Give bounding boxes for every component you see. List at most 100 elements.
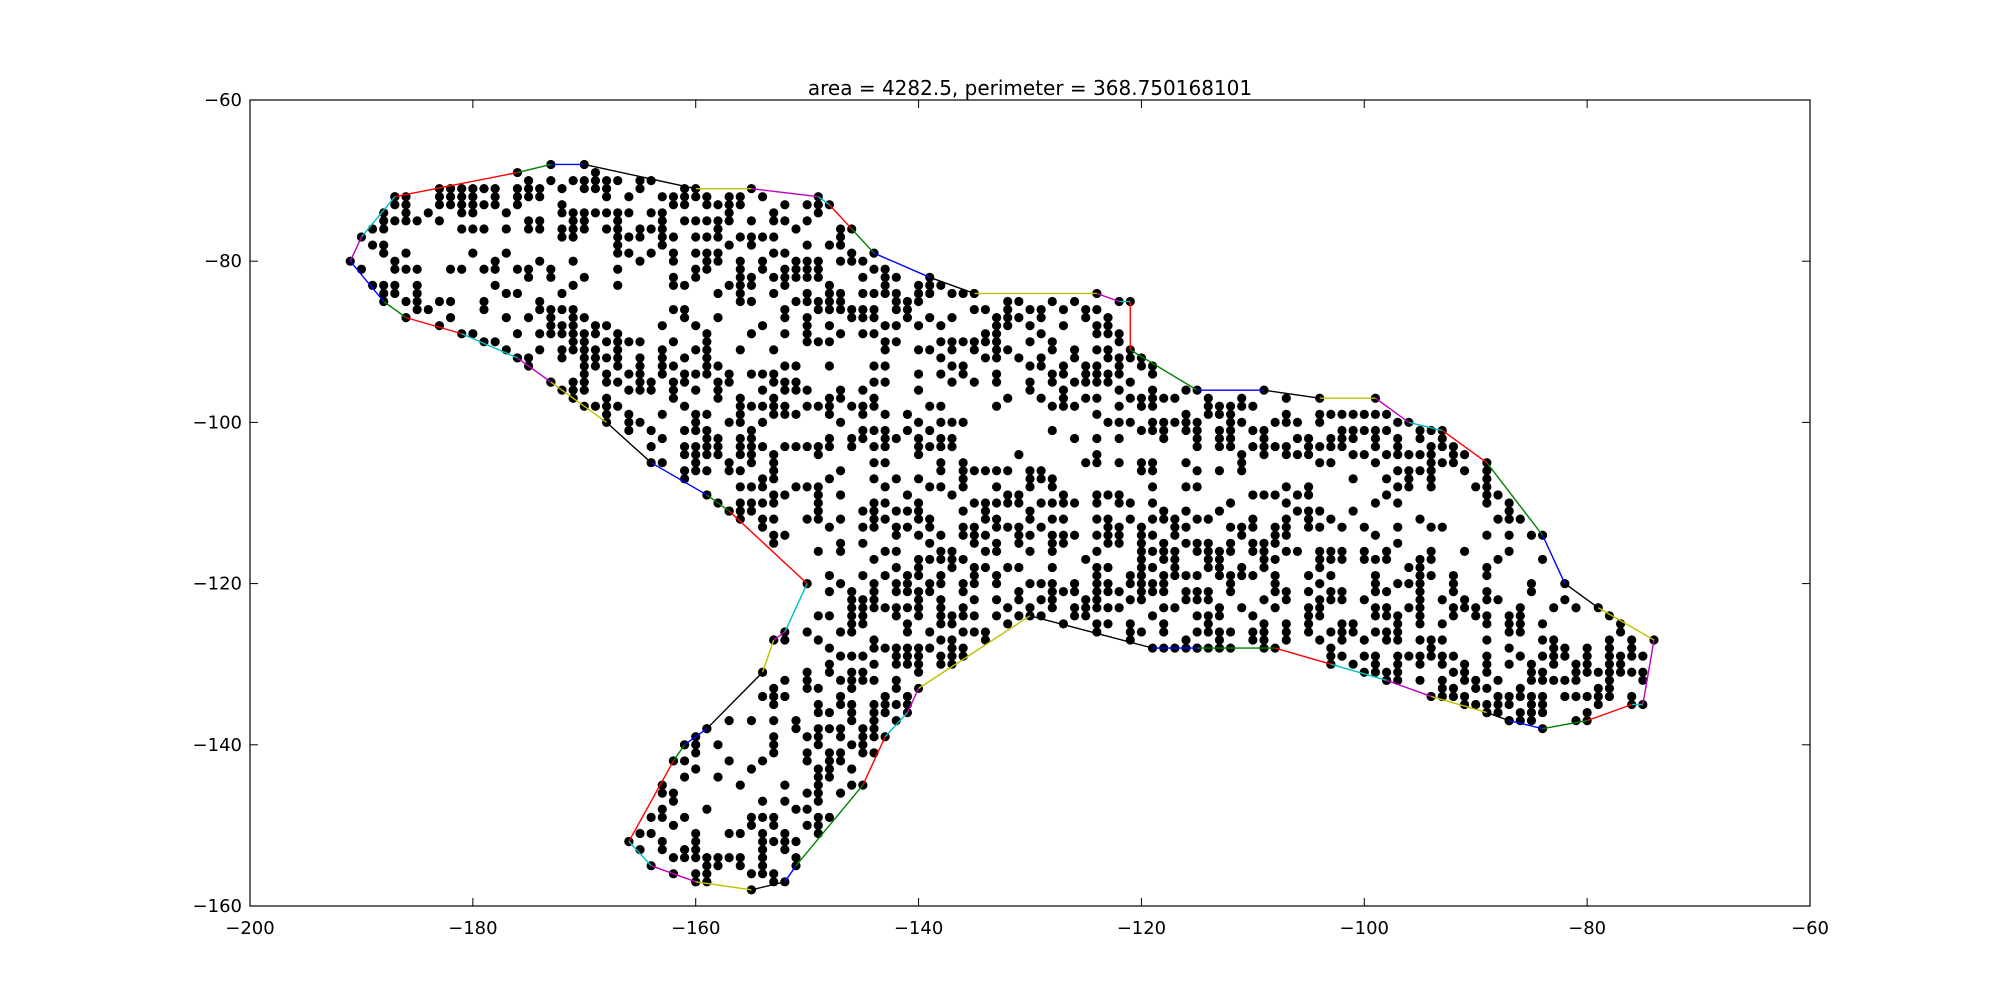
data-point <box>568 377 578 387</box>
data-point <box>1092 377 1102 387</box>
data-point <box>847 683 857 693</box>
data-point <box>1114 458 1124 468</box>
data-point <box>1047 579 1057 589</box>
data-point <box>913 280 924 290</box>
data-point <box>679 313 690 323</box>
data-point <box>590 401 601 411</box>
data-point <box>490 337 500 347</box>
data-point <box>1604 643 1615 653</box>
data-point <box>1147 401 1158 411</box>
data-point <box>757 482 768 492</box>
data-point <box>780 409 790 419</box>
data-point <box>1482 683 1492 693</box>
data-point <box>1471 683 1481 693</box>
data-point <box>713 200 723 210</box>
data-point <box>947 619 957 629</box>
data-point <box>1092 304 1102 315</box>
data-point <box>813 772 823 782</box>
data-point <box>613 216 623 226</box>
data-point <box>490 264 500 274</box>
data-point <box>1549 659 1559 669</box>
data-point <box>980 506 991 516</box>
data-point <box>613 264 623 274</box>
data-point <box>1248 401 1258 411</box>
data-point <box>1549 643 1559 653</box>
data-point <box>802 482 812 492</box>
data-point <box>1003 393 1013 403</box>
data-point <box>1159 587 1169 597</box>
data-point <box>1125 377 1135 387</box>
data-point <box>557 224 567 234</box>
data-point <box>1315 522 1325 532</box>
data-point <box>1504 691 1514 702</box>
data-point <box>679 192 690 202</box>
hull-edge <box>383 300 407 319</box>
data-point <box>679 450 690 460</box>
data-point <box>1225 401 1236 411</box>
data-point <box>869 699 879 710</box>
data-point <box>1337 409 1347 419</box>
data-point <box>1404 482 1414 492</box>
data-point <box>835 393 846 403</box>
data-point <box>1103 369 1113 379</box>
data-point <box>891 530 901 540</box>
data-point <box>880 337 890 347</box>
data-point <box>657 836 667 847</box>
data-point <box>1248 490 1258 500</box>
data-point <box>1047 337 1057 347</box>
data-point <box>1014 538 1024 548</box>
data-point <box>1237 530 1247 540</box>
data-point <box>1103 619 1113 629</box>
data-point <box>568 385 578 395</box>
data-point <box>657 433 667 444</box>
data-point <box>1370 651 1381 661</box>
data-point <box>1014 490 1024 500</box>
data-point <box>679 853 690 863</box>
data-point <box>1092 514 1102 524</box>
data-point <box>1259 450 1269 460</box>
data-point <box>1415 659 1425 669</box>
data-point <box>1214 466 1225 476</box>
data-point <box>635 828 645 839</box>
data-point <box>958 369 968 379</box>
data-point <box>613 377 623 387</box>
data-point <box>579 272 589 282</box>
data-point <box>1381 667 1392 677</box>
data-point <box>1482 474 1492 484</box>
data-point <box>1092 458 1102 468</box>
data-point <box>1359 651 1369 661</box>
data-point <box>613 361 623 371</box>
data-point <box>735 192 745 202</box>
data-point <box>1292 546 1303 556</box>
data-point <box>1582 691 1592 702</box>
data-point <box>1493 514 1503 524</box>
data-point <box>980 498 991 508</box>
data-point <box>568 232 578 242</box>
data-point <box>691 740 701 750</box>
data-point <box>1393 522 1403 532</box>
data-point <box>702 192 712 202</box>
data-point <box>902 659 913 669</box>
data-point <box>691 417 701 427</box>
data-point <box>813 724 823 734</box>
data-point <box>1582 707 1592 718</box>
data-point <box>1315 611 1325 621</box>
data-point <box>1270 587 1280 597</box>
data-point <box>624 369 634 379</box>
data-point <box>613 232 623 242</box>
data-point <box>1225 538 1236 548</box>
data-point <box>1170 546 1180 556</box>
data-point <box>1003 345 1013 355</box>
data-point <box>991 353 1002 363</box>
data-point <box>947 659 957 669</box>
data-point <box>858 401 868 411</box>
data-point <box>991 321 1002 331</box>
data-point <box>668 192 679 202</box>
data-point <box>813 732 823 742</box>
data-point <box>1159 433 1169 444</box>
data-point <box>724 208 734 218</box>
data-point <box>590 184 601 194</box>
data-point <box>557 208 567 218</box>
data-point <box>869 425 879 436</box>
data-point <box>1181 538 1191 548</box>
